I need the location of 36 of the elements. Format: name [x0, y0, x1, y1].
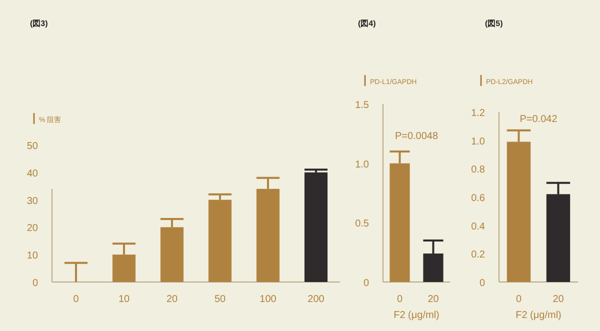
y-tick-label: 1.2 [471, 108, 486, 119]
y-tick-label: 1.0 [355, 159, 370, 170]
x-tick-label: 100 [260, 294, 277, 305]
y-tick-label: 10 [26, 250, 38, 262]
chart-title: (図3) [30, 19, 48, 28]
x-tick-label: 200 [308, 294, 325, 305]
x-tick-label: 10 [118, 294, 130, 305]
chart-title: (図5) [485, 19, 504, 28]
x-tick-label: 0 [73, 294, 80, 305]
annotation: P=0.042 [520, 114, 558, 125]
bar [304, 172, 328, 282]
x-axis-title: F2 (μg/ml) [516, 310, 562, 321]
y-tick-label: 0.4 [471, 221, 486, 232]
bar [208, 200, 232, 282]
x-tick-label: 20 [166, 294, 178, 305]
y-tick-label: 0 [479, 278, 486, 289]
chart-title: (図4) [358, 19, 376, 28]
y-tick-label: 1.5 [355, 100, 370, 111]
x-tick-label: 20 [552, 294, 564, 305]
y-tick-label: 0 [363, 278, 370, 289]
y-tick-label: 40 [26, 168, 38, 180]
y-tick-label: 1.0 [471, 136, 486, 148]
x-tick-label: 50 [214, 294, 226, 305]
x-axis-title: F2 (μg/ml) [394, 310, 440, 321]
x-tick-label: 0 [396, 294, 403, 305]
y-tick-label: 30 [26, 196, 38, 207]
y-tick-label: 0.2 [471, 250, 486, 261]
annotation: P=0.0048 [394, 131, 438, 142]
y-tick-label: 0.5 [355, 218, 370, 230]
x-tick-label: 20 [428, 294, 440, 305]
y-tick-label: 20 [26, 223, 38, 234]
y-tick-label: 0.6 [471, 193, 486, 204]
y-tick-label: 0 [32, 278, 38, 289]
y-tick-label: 0.8 [471, 164, 486, 176]
y-tick-label: 50 [26, 141, 38, 152]
x-tick-label: 0 [516, 294, 522, 305]
